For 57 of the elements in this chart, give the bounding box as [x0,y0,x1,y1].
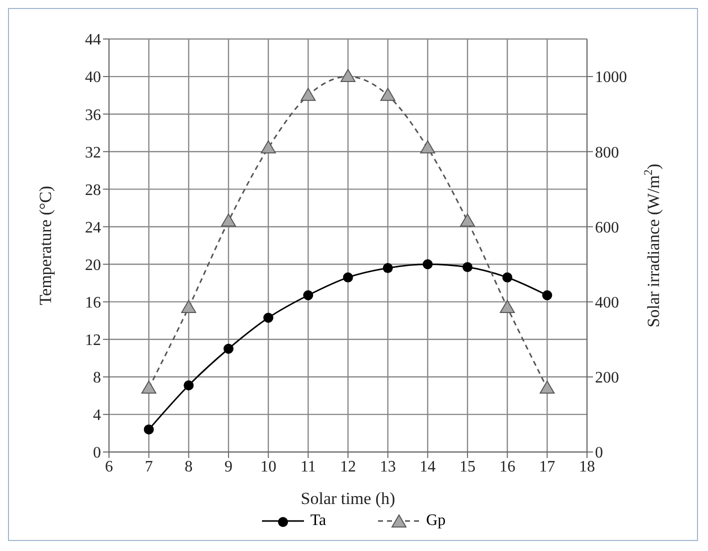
point [382,263,393,274]
y-tick-label: 36 [85,106,101,124]
legend-label: Ta [310,512,326,530]
x-tick-label: 9 [224,458,232,476]
x-tick-label: 13 [380,458,396,476]
point [542,290,552,300]
point [380,88,396,101]
point [141,380,156,394]
y2-tick-label: 400 [595,294,619,312]
x-tick-label: 6 [105,458,113,476]
point [422,259,433,270]
x-tick-label: 15 [460,458,476,476]
point [263,312,274,323]
y-tick-label: 40 [85,69,101,86]
y2-tick-label: 0 [595,444,603,462]
point [181,300,196,313]
x-tick-label: 10 [260,458,276,476]
x-tick-label: 11 [300,458,316,476]
y-axis-title: Temperature (°C) [36,186,55,306]
x-tick-label: 8 [184,458,193,476]
point [184,380,194,390]
y-tick-label: 12 [85,332,101,350]
legend-label: Gp [426,512,446,530]
x-axis-title: Solar time (h) [300,489,396,508]
point [500,300,515,313]
x-tick-label: 14 [420,458,436,476]
y2-tick-label: 800 [595,144,619,162]
y-tick-label: 24 [85,219,101,236]
y-tick-label: 28 [85,182,101,199]
y2-tick-label: 200 [595,370,619,387]
y-tick-label: 4 [93,407,101,424]
point [144,424,154,434]
point [221,214,236,227]
point [343,272,353,282]
point [260,140,276,154]
x-tick-label: 12 [340,458,356,476]
y-tick-label: 32 [85,144,101,162]
point [540,380,555,394]
y-tick-label: 8 [93,370,101,387]
x-tick-label: 18 [579,458,595,476]
y-tick-label: 44 [85,32,101,49]
point [460,214,475,227]
point [300,88,316,101]
x-tick-label: 7 [144,458,153,476]
x-tick-label: 17 [539,458,556,476]
point [462,262,472,272]
point [303,290,314,300]
point [502,272,512,282]
y2-tick-label: 1000 [595,69,627,86]
y2-tick-label: 600 [595,219,619,236]
y-tick-label: 0 [93,444,101,462]
x-tick-label: 16 [499,458,516,476]
y-tick-label: 16 [85,294,101,312]
point [224,344,234,354]
y-tick-label: 20 [85,256,101,274]
point [420,140,436,154]
point [340,69,356,82]
